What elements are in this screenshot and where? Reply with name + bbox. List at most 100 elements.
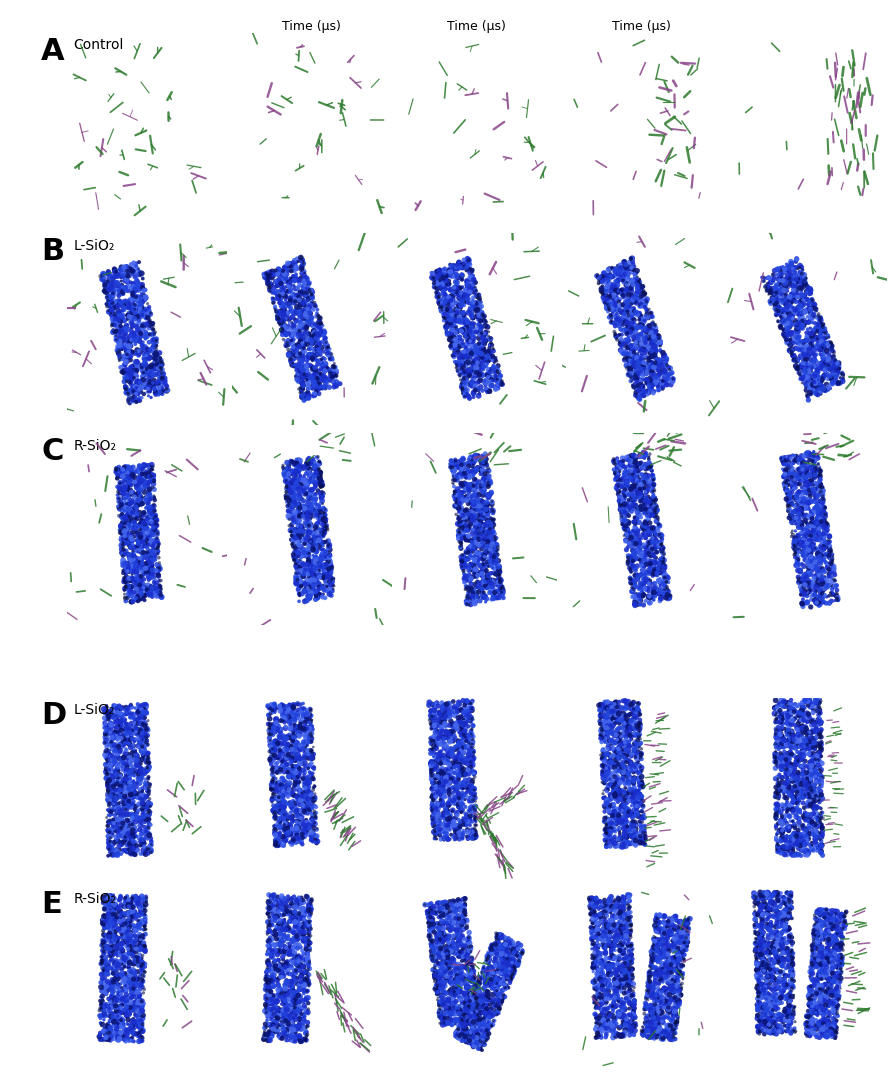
Point bbox=[654, 354, 668, 372]
Point bbox=[594, 695, 609, 713]
Point bbox=[103, 993, 118, 1010]
Point bbox=[594, 964, 609, 981]
Point bbox=[135, 912, 149, 930]
Point bbox=[128, 474, 143, 492]
Point bbox=[462, 568, 476, 585]
Point bbox=[658, 948, 672, 966]
Point bbox=[803, 542, 817, 559]
Point bbox=[617, 825, 632, 843]
Point bbox=[114, 272, 128, 290]
Point bbox=[274, 780, 288, 798]
Point bbox=[139, 743, 153, 761]
Point bbox=[664, 1031, 678, 1049]
Point bbox=[814, 915, 829, 932]
Point bbox=[813, 725, 827, 742]
Point bbox=[446, 463, 461, 481]
Point bbox=[463, 514, 478, 532]
Point bbox=[304, 701, 318, 718]
Point bbox=[498, 940, 512, 957]
Point bbox=[110, 298, 124, 315]
Point bbox=[288, 750, 302, 767]
Point bbox=[466, 588, 480, 605]
Point bbox=[264, 719, 278, 737]
Point bbox=[427, 786, 441, 803]
Point bbox=[433, 796, 447, 813]
Point bbox=[467, 295, 481, 313]
Point bbox=[300, 314, 315, 331]
Point bbox=[139, 326, 153, 343]
Point bbox=[825, 337, 839, 354]
Point bbox=[307, 523, 322, 541]
Point bbox=[276, 730, 290, 748]
Point bbox=[780, 714, 794, 731]
Point bbox=[293, 586, 307, 604]
Point bbox=[424, 937, 438, 955]
Point bbox=[807, 452, 822, 470]
Point bbox=[821, 931, 835, 948]
Point bbox=[281, 997, 295, 1015]
Point bbox=[813, 990, 828, 1007]
Point bbox=[797, 700, 812, 717]
Point bbox=[121, 458, 135, 475]
Point bbox=[290, 341, 305, 359]
Point bbox=[601, 977, 615, 994]
Point bbox=[811, 969, 825, 986]
Point bbox=[764, 901, 778, 919]
Point bbox=[441, 325, 455, 342]
Point bbox=[329, 366, 343, 384]
Point bbox=[277, 997, 291, 1015]
Point bbox=[113, 465, 127, 483]
Point bbox=[662, 1001, 676, 1018]
Point bbox=[291, 347, 306, 364]
Point bbox=[642, 578, 657, 595]
Point bbox=[629, 271, 643, 289]
Point bbox=[288, 338, 302, 355]
Point bbox=[468, 449, 482, 467]
Point bbox=[592, 268, 606, 286]
Point bbox=[112, 997, 127, 1015]
Point bbox=[447, 764, 462, 782]
Point bbox=[128, 762, 143, 779]
Point bbox=[805, 535, 820, 553]
Point bbox=[485, 1001, 499, 1018]
Point bbox=[631, 337, 645, 354]
Point bbox=[597, 1006, 611, 1024]
Point bbox=[611, 991, 625, 1008]
Point bbox=[806, 443, 821, 460]
Point bbox=[627, 447, 642, 464]
Point bbox=[632, 272, 646, 290]
Point bbox=[591, 893, 605, 910]
Point bbox=[828, 1017, 842, 1034]
Point bbox=[447, 461, 462, 479]
Point bbox=[429, 695, 443, 713]
Point bbox=[113, 911, 127, 929]
Point bbox=[813, 475, 828, 493]
Point bbox=[456, 314, 470, 331]
Point bbox=[799, 464, 813, 482]
Point bbox=[786, 948, 800, 966]
Point bbox=[104, 988, 119, 1005]
Point bbox=[810, 577, 824, 594]
Point bbox=[598, 701, 612, 718]
Point bbox=[653, 982, 667, 1000]
Point bbox=[504, 966, 519, 983]
Point bbox=[275, 982, 290, 1000]
Point bbox=[772, 303, 787, 320]
Point bbox=[772, 287, 787, 304]
Point bbox=[262, 886, 276, 904]
Point bbox=[789, 751, 804, 768]
Point bbox=[455, 1012, 470, 1029]
Point bbox=[97, 936, 111, 954]
Point bbox=[446, 966, 460, 983]
Point bbox=[100, 1001, 114, 1018]
Point bbox=[643, 560, 658, 578]
Point bbox=[454, 1030, 468, 1047]
Point bbox=[96, 944, 110, 961]
Point bbox=[315, 368, 329, 386]
Point bbox=[470, 488, 484, 506]
Point bbox=[805, 310, 819, 327]
Point bbox=[665, 972, 679, 990]
Point bbox=[462, 376, 477, 393]
Point bbox=[134, 818, 148, 835]
Point bbox=[803, 310, 817, 327]
